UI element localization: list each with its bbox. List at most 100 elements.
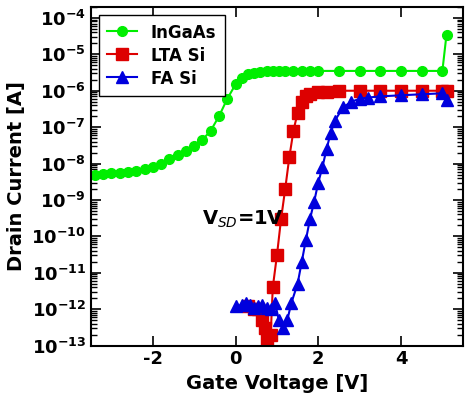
Y-axis label: Drain Current [A]: Drain Current [A] (7, 81, 26, 271)
LTA Si (256, 307, 261, 312)
FA Si (289, 300, 294, 305)
FA Si (259, 303, 265, 308)
InGaAs (150, 165, 156, 170)
LTA Si (303, 94, 309, 99)
LTA Si (282, 187, 288, 192)
FA Si (256, 304, 261, 309)
LTA Si (266, 354, 272, 359)
InGaAs (166, 157, 172, 162)
X-axis label: Gate Voltage [V]: Gate Voltage [V] (186, 374, 368, 393)
FA Si (324, 147, 329, 152)
FA Si (340, 105, 346, 110)
FA Si (444, 98, 449, 102)
FA Si (320, 165, 325, 170)
FA Si (299, 260, 305, 264)
LTA Si (259, 318, 265, 322)
LTA Si (270, 285, 275, 290)
InGaAs (290, 68, 296, 73)
FA Si (377, 94, 383, 99)
FA Si (349, 99, 354, 104)
FA Si (315, 180, 321, 185)
InGaAs (109, 171, 114, 176)
InGaAs (264, 69, 269, 74)
LTA Si (419, 88, 424, 93)
InGaAs (251, 70, 257, 75)
InGaAs (233, 82, 238, 87)
LTA Si (274, 253, 280, 258)
InGaAs (125, 170, 131, 174)
LTA Si (307, 92, 313, 97)
LTA Si (439, 88, 445, 93)
FA Si (247, 303, 253, 308)
FA Si (357, 96, 362, 101)
InGaAs (175, 153, 180, 158)
InGaAs (276, 69, 282, 74)
InGaAs (299, 68, 305, 73)
InGaAs (117, 170, 123, 175)
FA Si (239, 303, 244, 308)
FA Si (419, 92, 424, 97)
InGaAs (158, 161, 164, 166)
InGaAs (270, 69, 275, 74)
InGaAs (444, 32, 449, 37)
FA Si (295, 281, 300, 286)
LTA Si (251, 307, 257, 312)
LTA Si (278, 217, 284, 222)
FA Si (328, 130, 334, 135)
LTA Si (357, 88, 362, 93)
LTA Si (324, 89, 329, 94)
InGaAs (133, 169, 139, 174)
FA Si (251, 305, 257, 310)
FA Si (272, 300, 278, 305)
LTA Si (444, 88, 449, 93)
Legend: InGaAs, LTA Si, FA Si: InGaAs, LTA Si, FA Si (99, 15, 225, 96)
InGaAs (208, 128, 213, 133)
FA Si (276, 318, 282, 322)
InGaAs (307, 68, 313, 73)
InGaAs (258, 70, 263, 74)
InGaAs (183, 149, 189, 154)
FA Si (307, 217, 313, 222)
InGaAs (216, 114, 222, 118)
FA Si (284, 318, 290, 322)
LTA Si (264, 337, 269, 342)
InGaAs (245, 72, 251, 77)
InGaAs (142, 167, 148, 172)
LTA Si (336, 88, 342, 93)
InGaAs (191, 144, 197, 148)
LTA Si (245, 304, 251, 309)
InGaAs (315, 68, 321, 73)
InGaAs (439, 68, 445, 73)
FA Si (439, 91, 445, 96)
FA Si (365, 95, 371, 100)
InGaAs (282, 68, 288, 73)
LTA Si (295, 110, 300, 115)
LTA Si (315, 90, 321, 95)
Line: FA Si: FA Si (230, 88, 452, 334)
FA Si (243, 300, 249, 305)
LTA Si (299, 99, 305, 104)
InGaAs (419, 68, 424, 73)
LTA Si (290, 128, 296, 133)
FA Si (268, 307, 274, 312)
FA Si (280, 326, 286, 331)
LTA Si (287, 155, 292, 160)
InGaAs (200, 137, 205, 142)
InGaAs (336, 68, 342, 73)
LTA Si (398, 88, 404, 93)
InGaAs (101, 172, 106, 176)
LTA Si (268, 332, 274, 337)
Text: V$_{SD}$=1V: V$_{SD}$=1V (203, 208, 284, 230)
InGaAs (225, 96, 230, 101)
Line: InGaAs: InGaAs (90, 30, 451, 179)
LTA Si (262, 326, 267, 331)
InGaAs (377, 68, 383, 73)
FA Si (233, 304, 238, 309)
InGaAs (357, 68, 362, 73)
InGaAs (398, 68, 404, 73)
FA Si (311, 199, 317, 204)
LTA Si (377, 88, 383, 93)
InGaAs (239, 76, 244, 81)
FA Si (264, 305, 269, 310)
FA Si (398, 93, 404, 98)
